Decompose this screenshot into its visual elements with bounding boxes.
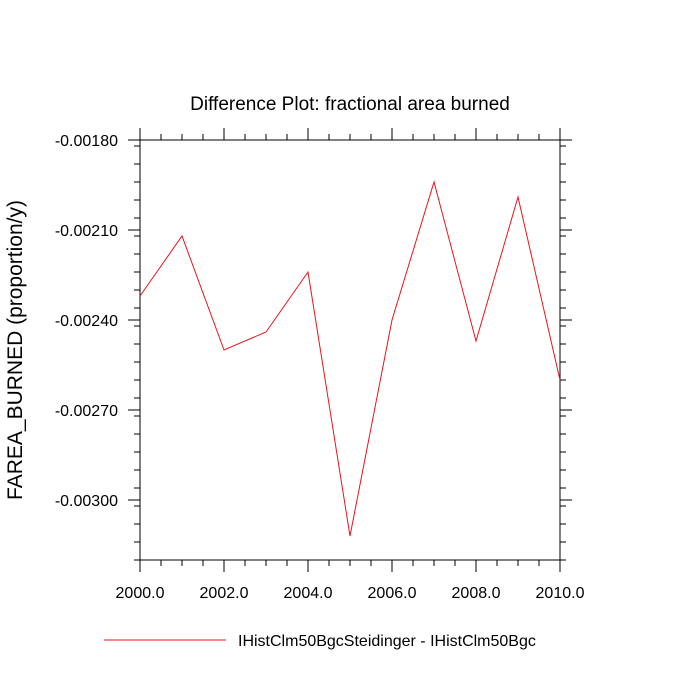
x-tick-label: 2008.0: [452, 585, 501, 602]
plot-frame: [139, 139, 561, 561]
y-tick-label: -0.00300: [55, 493, 118, 510]
x-tick-label: 2000.0: [116, 585, 165, 602]
y-tick-label: -0.00210: [55, 223, 118, 240]
y-tick-label: -0.00180: [55, 133, 118, 150]
x-tick-label: 2010.0: [536, 585, 585, 602]
legend-label: IHistClm50BgcSteidinger - IHistClm50Bgc: [238, 633, 536, 650]
x-tick-label: 2006.0: [368, 585, 417, 602]
series-line: [139, 180, 561, 537]
y-axis-label: FAREA_BURNED (proportion/y): [4, 200, 27, 500]
x-tick-label: 2002.0: [200, 585, 249, 602]
chart-title: Difference Plot: fractional area burned: [190, 94, 510, 115]
legend: IHistClm50BgcSteidinger - IHistClm50Bgc: [104, 633, 536, 650]
y-tick-label: -0.00240: [55, 313, 118, 330]
x-tick-label: 2004.0: [284, 585, 333, 602]
plot-area: 2000.0 2002.0 2004.0 2006.0 2008.0 2010.0 -0.0…: [55, 128, 585, 602]
y-tick-label: -0.00270: [55, 403, 118, 420]
